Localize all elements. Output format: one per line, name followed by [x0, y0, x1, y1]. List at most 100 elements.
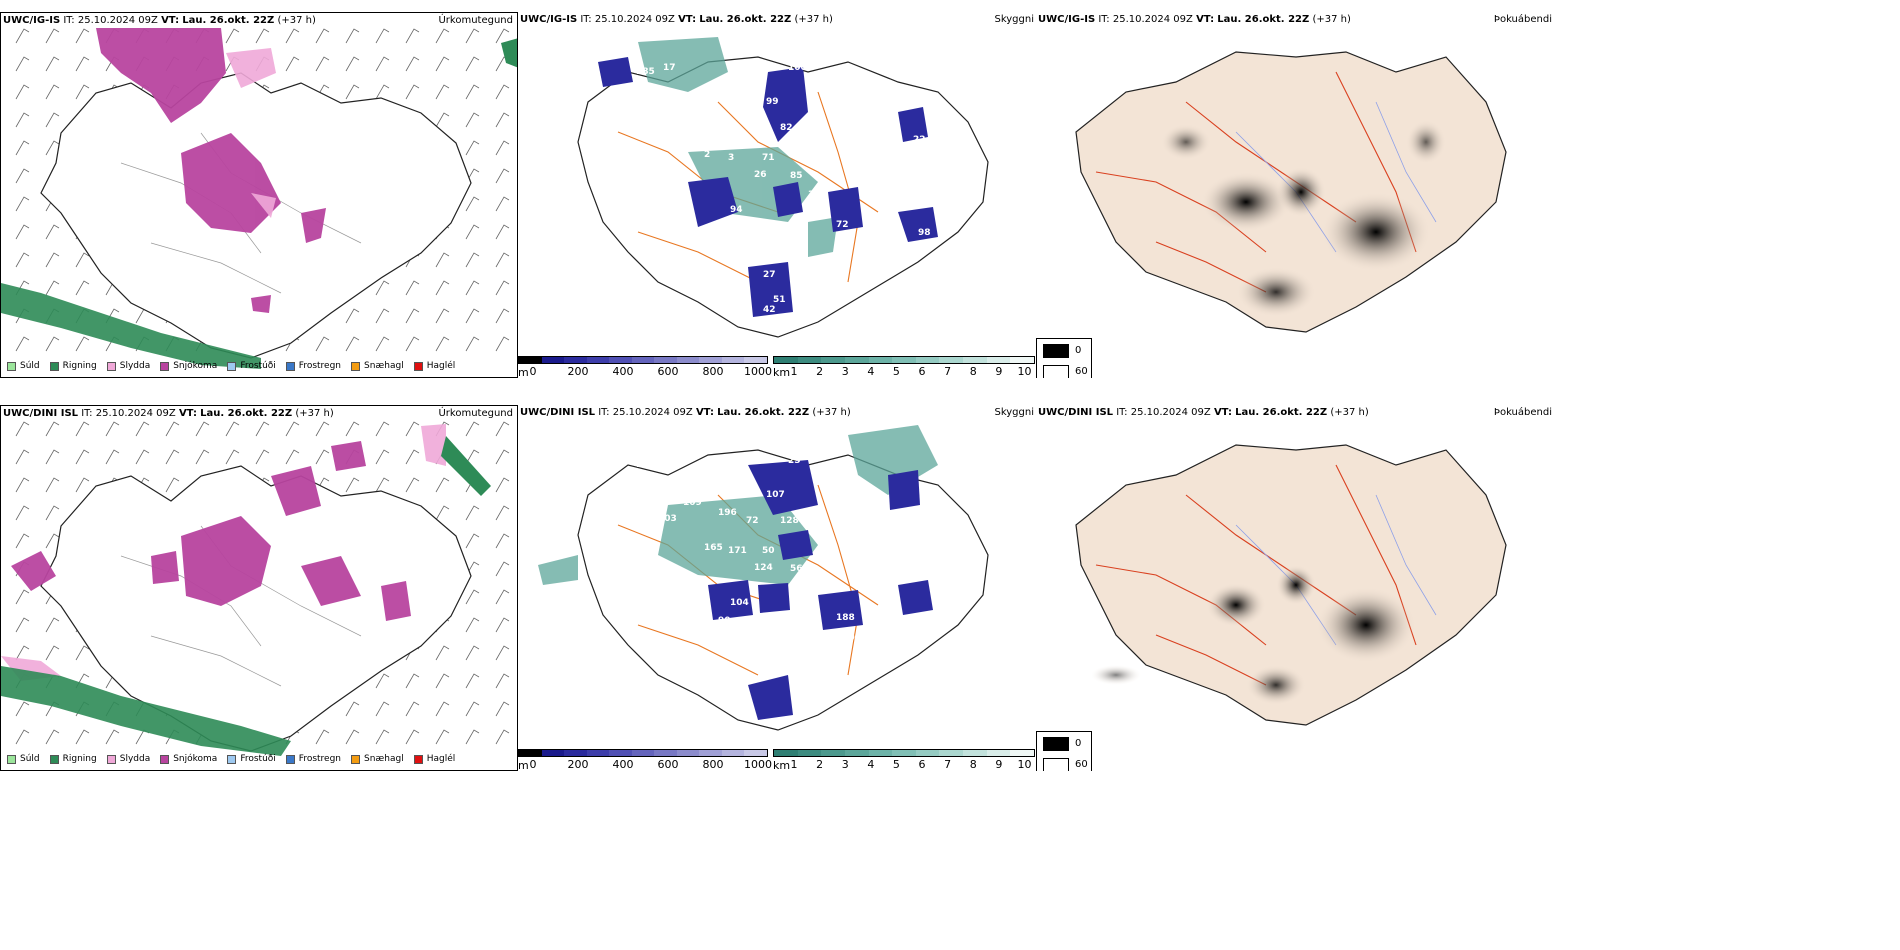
colorbar-tick: 1000: [744, 365, 772, 378]
legend-item: Frostúði: [227, 361, 276, 371]
panel-title: Þokuábendi: [1493, 14, 1552, 25]
colorbar-tick: 2: [816, 365, 824, 378]
fog-key-high-label: 0: [1075, 345, 1082, 356]
precip-legend: Súld Rigning Slydda Snjókoma Frostúði Frostre…: [7, 361, 455, 371]
cloud-base-label: 109: [683, 498, 702, 508]
cloud-base-label: 67: [693, 624, 706, 634]
cloud-base-label: 197: [906, 245, 925, 255]
cloud-base-label: 13: [658, 121, 671, 131]
legend-label: Rigning: [62, 361, 97, 371]
cloud-map: 143 101 109 103 196 107 25 72 128 50 171 165 124 560 9…: [538, 425, 989, 731]
fog-key: 0 60: [1036, 338, 1092, 378]
fog-key: 0 60: [1036, 731, 1092, 771]
colorbar-tick: 200: [567, 365, 589, 378]
colorbar-tick: 3: [841, 365, 849, 378]
cloud-base-label: 50: [762, 546, 775, 556]
height-unit: m: [518, 366, 529, 378]
colorbar-tick: 4: [867, 365, 875, 378]
cloud-base-label: 99: [766, 97, 779, 107]
legend-label: Frostúði: [240, 361, 276, 371]
cloud-base-label: 86: [693, 231, 706, 241]
fog-key-low-label: 60: [1075, 759, 1088, 770]
precip-map: [1, 421, 510, 756]
cloud-base-label: 560: [790, 564, 809, 574]
colorbar-tick: 0: [529, 758, 537, 771]
precip-type-panel-2: UWC/DINI ISL IT: 25.10.2024 09Z VT: Lau.…: [0, 405, 518, 771]
cloud-base-label: 17: [663, 63, 676, 73]
legend-item: Snæhagl: [351, 754, 404, 764]
cloud-base-label: 107: [766, 490, 785, 500]
legend-swatch: [160, 361, 170, 371]
panel-header: UWC/IG-IS IT: 25.10.2024 09Z VT: Lau. 26…: [520, 14, 833, 25]
cloud-base-label: 171: [728, 546, 747, 556]
colorbar-tick: 1000: [744, 758, 772, 771]
fog-map: [1075, 51, 1507, 333]
cloud-base-label: 26: [754, 170, 767, 180]
colorbar-tick: 0: [529, 365, 537, 378]
panel-header: UWC/IG-IS IT: 25.10.2024 09Z VT: Lau. 26…: [1038, 14, 1351, 25]
cloud-base-label: 69: [836, 240, 849, 250]
height-unit: m: [518, 759, 529, 771]
cloud-base-labels: 185 17 14 13 94 99 100 128 82 71 3 2 26 85 346 94 80 86 63…: [578, 63, 931, 333]
height-colorbar: 0 200 400 600 800 1000 m: [518, 356, 773, 378]
colorbar-tick: 10: [1017, 365, 1032, 378]
legend-swatch: [49, 361, 59, 371]
colorbar-tick: 7: [944, 365, 952, 378]
precip-map: [1, 28, 517, 369]
legend-label: Frostúði: [240, 754, 276, 764]
legend-item: Haglél: [413, 754, 455, 764]
visibility-unit: km: [773, 759, 791, 771]
panel-title: Úrkomutegund: [438, 408, 513, 419]
panel-header: UWC/DINI ISL IT: 25.10.2024 09Z VT: Lau.…: [520, 407, 851, 418]
cloud-base-label: 104: [730, 598, 749, 608]
cloud-base-label: 53: [776, 317, 789, 327]
visibility-unit: km: [773, 366, 791, 378]
precip-type-panel-1: UWC/IG-IS IT: 25.10.2024 09Z VT: Lau. 26…: [0, 12, 518, 378]
height-ticks: 0 200 400 600 800 1000: [518, 364, 773, 378]
cloud-base-label: 143: [636, 460, 655, 470]
precip-legend: Súld Rigning Slydda Snjókoma Frostúði Frostre…: [7, 754, 455, 764]
legend-item: Frostúði: [227, 754, 276, 764]
legend-swatch: [106, 754, 116, 764]
cloud-base-label: 25: [788, 456, 801, 466]
legend-item: Snjókoma: [160, 361, 217, 371]
panel-title: Úrkomutegund: [438, 15, 513, 26]
legend-swatch: [7, 361, 16, 371]
legend-swatch: [160, 754, 170, 764]
legend-swatch: [227, 361, 237, 371]
legend-label: Slydda: [119, 361, 151, 371]
colorbar-tick: 600: [657, 365, 679, 378]
cloud-base-label: 101: [663, 456, 682, 466]
cloud-base-label: 82: [780, 123, 793, 133]
cloud-base-label: 22: [913, 135, 926, 145]
visibility-ramp: [773, 749, 1035, 757]
visibility-colorbar: 1 2 3 4 5 6 7 8 9 10 km: [773, 749, 1035, 771]
panel-title: Skyggni: [994, 407, 1034, 418]
legend-item: Súld: [7, 754, 40, 764]
colorbar-tick: 200: [567, 758, 589, 771]
cloud-base-label: 80: [718, 223, 731, 233]
cloud-base-label: 147: [773, 630, 792, 640]
legend-item: Frostregn: [285, 361, 341, 371]
colorbar-tick: 7: [944, 758, 952, 771]
cloud-base-label: 188: [836, 613, 855, 623]
cloud-base-label: 85: [790, 171, 803, 181]
cloud-base-label: 27: [763, 270, 776, 280]
height-ticks: 0 200 400 600 800 1000: [518, 757, 773, 771]
cloud-base-label: 75: [793, 608, 806, 618]
cloud-base-label: 94: [730, 205, 743, 215]
cloud-base-label: 100: [788, 63, 807, 73]
cloud-base-label: 72: [836, 220, 849, 230]
cloud-base-label: 37: [668, 273, 681, 283]
colorbar-tick: 6: [918, 365, 926, 378]
cloud-base-label: 166: [913, 528, 932, 538]
cloud-base-label: 997: [808, 583, 827, 593]
cloud-base-label: 185: [636, 67, 655, 77]
legend-swatch: [351, 754, 361, 764]
cloud-base-label: 63: [793, 215, 806, 225]
legend-label: Súld: [20, 754, 40, 764]
cloud-base-label: 320: [836, 633, 855, 643]
cloud-base-label: 128: [780, 516, 799, 526]
legend-label: Haglél: [426, 361, 456, 371]
cloud-base-label: 70: [906, 638, 919, 648]
